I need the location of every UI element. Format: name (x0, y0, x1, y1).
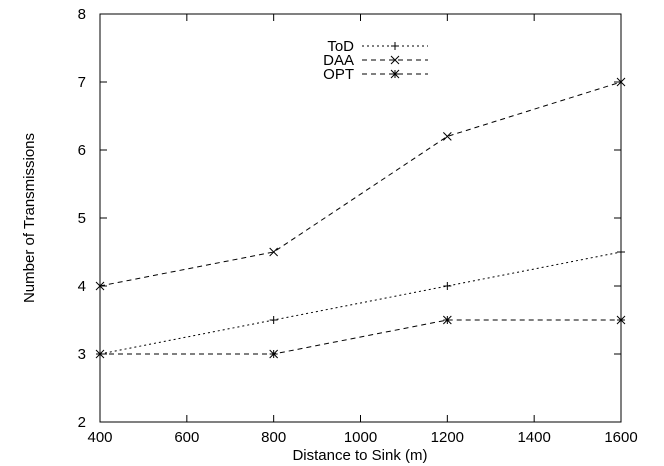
marker-stroke (616, 77, 626, 87)
y-tick-label: 5 (78, 210, 86, 227)
data-point-daa (269, 247, 279, 257)
marker-stroke (269, 247, 279, 257)
y-tick-label: 6 (78, 142, 86, 159)
legend-label-tod: ToD (327, 38, 354, 55)
marker-stroke (269, 349, 279, 359)
data-point-daa (95, 281, 105, 291)
plot-frame (99, 13, 622, 423)
y-tick-label: 4 (78, 278, 86, 295)
data-point-tod (269, 316, 278, 324)
legend-marker-tod (391, 42, 399, 50)
legend-marker-daa (390, 55, 400, 65)
series-line-daa (99, 81, 622, 287)
legend-label-daa: DAA (323, 52, 354, 69)
marker-stroke (442, 132, 452, 141)
marker-stroke (442, 315, 452, 325)
x-tick-label: 600 (174, 429, 199, 446)
marker-stroke (390, 55, 400, 65)
data-point-opt (616, 315, 626, 325)
marker-stroke (616, 315, 626, 325)
x-tick-label: 1200 (431, 429, 464, 446)
marker-stroke (390, 69, 400, 79)
x-tick-label: 400 (87, 429, 112, 446)
series-line-opt (100, 319, 621, 355)
marker-stroke (95, 349, 105, 359)
data-point-opt (95, 349, 105, 359)
axis-ticks: 400 600 800 1000 1200 1400 1600 2 3 4 5 6 7 8 (78, 6, 638, 446)
x-tick-label: 1400 (517, 429, 550, 446)
x-tick-label: 1600 (604, 429, 637, 446)
data-point-tod (443, 282, 452, 290)
y-tick-label: 7 (78, 74, 86, 91)
data-point-daa (442, 132, 452, 141)
x-tick-label: 1000 (344, 429, 377, 446)
series-line-tod (99, 251, 622, 355)
x-axis-title: Distance to Sink (m) (292, 447, 427, 464)
marker-stroke (95, 281, 105, 291)
series-layer (95, 77, 626, 359)
data-point-opt (442, 315, 452, 325)
y-tick-label: 3 (78, 346, 86, 363)
legend-label-opt: OPT (323, 66, 354, 83)
data-point-daa (616, 77, 626, 87)
y-tick-label: 2 (78, 414, 86, 431)
data-point-opt (269, 349, 279, 359)
legend-marker-opt (390, 69, 400, 79)
data-point-tod (617, 248, 625, 256)
y-tick-label: 8 (78, 6, 86, 23)
x-tick-label: 800 (261, 429, 286, 446)
y-axis-title: Number of Transmissions (21, 133, 38, 303)
